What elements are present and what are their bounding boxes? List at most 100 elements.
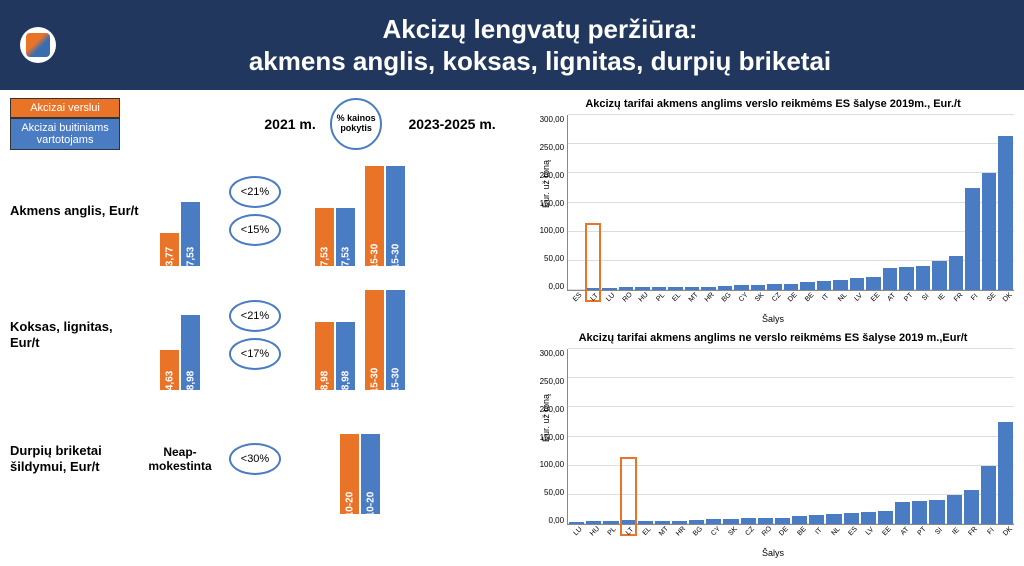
x-tick: LV <box>862 523 879 540</box>
x-tick: FI <box>982 523 999 540</box>
pct-bubble: <17% <box>229 338 281 370</box>
x-tick: ES <box>570 289 587 306</box>
x-tick: PT <box>913 523 930 540</box>
x-tick: ES <box>845 523 862 540</box>
x-tick: HR <box>702 289 719 306</box>
bar-2021-blue: 8,98 <box>181 315 200 390</box>
chart1-title: Akcizų tarifai akmens anglims verslo rei… <box>532 98 1014 111</box>
bar-2023-blue: 7,53 <box>336 208 355 266</box>
x-tick: CY <box>735 289 752 306</box>
x-tick: IT <box>810 523 827 540</box>
y-tick: 250,00 <box>540 143 564 152</box>
x-tick: AT <box>896 523 913 540</box>
x-tick: EE <box>879 523 896 540</box>
chart-bar <box>932 261 947 290</box>
x-tick: IE <box>948 523 965 540</box>
data-row: Koksas, lignitas, Eur/t 4,63 8,98<21%<17… <box>10 280 522 390</box>
x-tick: PT <box>900 289 917 306</box>
y-tick: 50,00 <box>544 254 564 263</box>
bar-2023-blue: 8,98 <box>336 322 355 390</box>
x-tick: SI <box>917 289 934 306</box>
x-tick: NL <box>827 523 844 540</box>
legend-household: Akcizai buitiniams vartotojams <box>10 118 120 150</box>
x-tick: EL <box>669 289 686 306</box>
bar-2023-orange: 15-30 <box>365 290 384 390</box>
x-tick: PL <box>604 523 621 540</box>
pct-header: % kainos pokytis <box>330 98 382 150</box>
x-tick: BG <box>690 523 707 540</box>
neap-label: Neap-mokestinta <box>148 445 211 473</box>
logo-icon <box>20 27 56 63</box>
x-tick: EL <box>638 523 655 540</box>
y-tick: 0,00 <box>549 282 565 291</box>
x-tick: MT <box>656 523 673 540</box>
chart-bar <box>912 501 927 524</box>
chart-bar <box>981 466 996 524</box>
x-tick: FR <box>965 523 982 540</box>
x-tick: NL <box>834 289 851 306</box>
x-tick: HR <box>673 523 690 540</box>
x-tick: IT <box>818 289 835 306</box>
pct-bubble: <21% <box>229 176 281 208</box>
chart-bar <box>998 136 1013 290</box>
x-tick: RO <box>619 289 636 306</box>
legend: Akcizai verslui Akcizai buitiniams varto… <box>10 98 120 150</box>
x-tick: CZ <box>768 289 785 306</box>
title-block: Akcizų lengvatų peržiūra: akmens anglis,… <box>76 13 1004 78</box>
x-tick: SK <box>752 289 769 306</box>
chart1-ylabel: Eur. už toną <box>541 160 551 208</box>
bar-2023-orange: 10-20 <box>340 434 359 514</box>
y-tick: 0,00 <box>549 516 565 525</box>
x-tick: RO <box>759 523 776 540</box>
x-tick: LV <box>851 289 868 306</box>
x-tick: PL <box>652 289 669 306</box>
header: Akcizų lengvatų peržiūra: akmens anglis,… <box>0 0 1024 90</box>
chart-bar <box>982 173 997 290</box>
x-tick: MT <box>685 289 702 306</box>
y-tick: 300,00 <box>540 349 564 358</box>
y-tick: 250,00 <box>540 377 564 386</box>
chart-bar <box>929 500 944 524</box>
chart2-title: Akcizų tarifai akmens anglims ne verslo … <box>532 332 1014 345</box>
chart-bar <box>998 422 1013 524</box>
row-label: Akmens anglis, Eur/t <box>10 203 140 219</box>
row-label: Koksas, lignitas, Eur/t <box>10 319 140 350</box>
data-row: Akmens anglis, Eur/t 3,77 7,53<21%<15% 7… <box>10 156 522 266</box>
x-tick: HU <box>636 289 653 306</box>
chart-bar <box>947 495 962 524</box>
legend-business: Akcizai verslui <box>10 98 120 118</box>
x-tick: BE <box>793 523 810 540</box>
chart-bar <box>964 490 979 524</box>
x-tick: DK <box>1000 289 1017 306</box>
x-tick: EE <box>867 289 884 306</box>
chart2: Akcizų tarifai akmens anglims ne verslo … <box>532 332 1014 558</box>
bar-2023-orange: 8,98 <box>315 322 334 390</box>
x-tick: LU <box>570 523 587 540</box>
bar-2021-blue: 7,53 <box>181 202 200 266</box>
chart-bar <box>895 502 910 524</box>
chart1: Akcizų tarifai akmens anglims verslo rei… <box>532 98 1014 324</box>
year-2023: 2023-2025 m. <box>382 116 522 132</box>
x-tick: CY <box>707 523 724 540</box>
chart-bar <box>899 267 914 290</box>
x-tick: DE <box>776 523 793 540</box>
chart1-xlabel: Šalys <box>532 314 1014 324</box>
x-tick: IE <box>934 289 951 306</box>
y-tick: 50,00 <box>544 488 564 497</box>
chart2-ylabel: Eur. už toną <box>541 394 551 442</box>
content: Akcizai verslui Akcizai buitiniams varto… <box>0 90 1024 566</box>
chart-bar <box>949 256 964 290</box>
x-tick: FR <box>950 289 967 306</box>
x-tick: FI <box>967 289 984 306</box>
bar-2023-blue: 10-20 <box>361 434 380 514</box>
chart-bar <box>883 268 898 290</box>
bar-2023-orange: 7,53 <box>315 208 334 266</box>
y-tick: 300,00 <box>540 115 564 124</box>
pct-bubble: <30% <box>229 443 281 475</box>
pct-bubble: <15% <box>229 214 281 246</box>
bar-2023-orange: 15-30 <box>365 166 384 266</box>
left-panel: Akcizai verslui Akcizai buitiniams varto… <box>10 98 532 566</box>
y-tick: 100,00 <box>540 460 564 469</box>
year-2021: 2021 m. <box>250 116 330 132</box>
title-line2: akmens anglis, koksas, lignitas, durpių … <box>249 46 831 76</box>
